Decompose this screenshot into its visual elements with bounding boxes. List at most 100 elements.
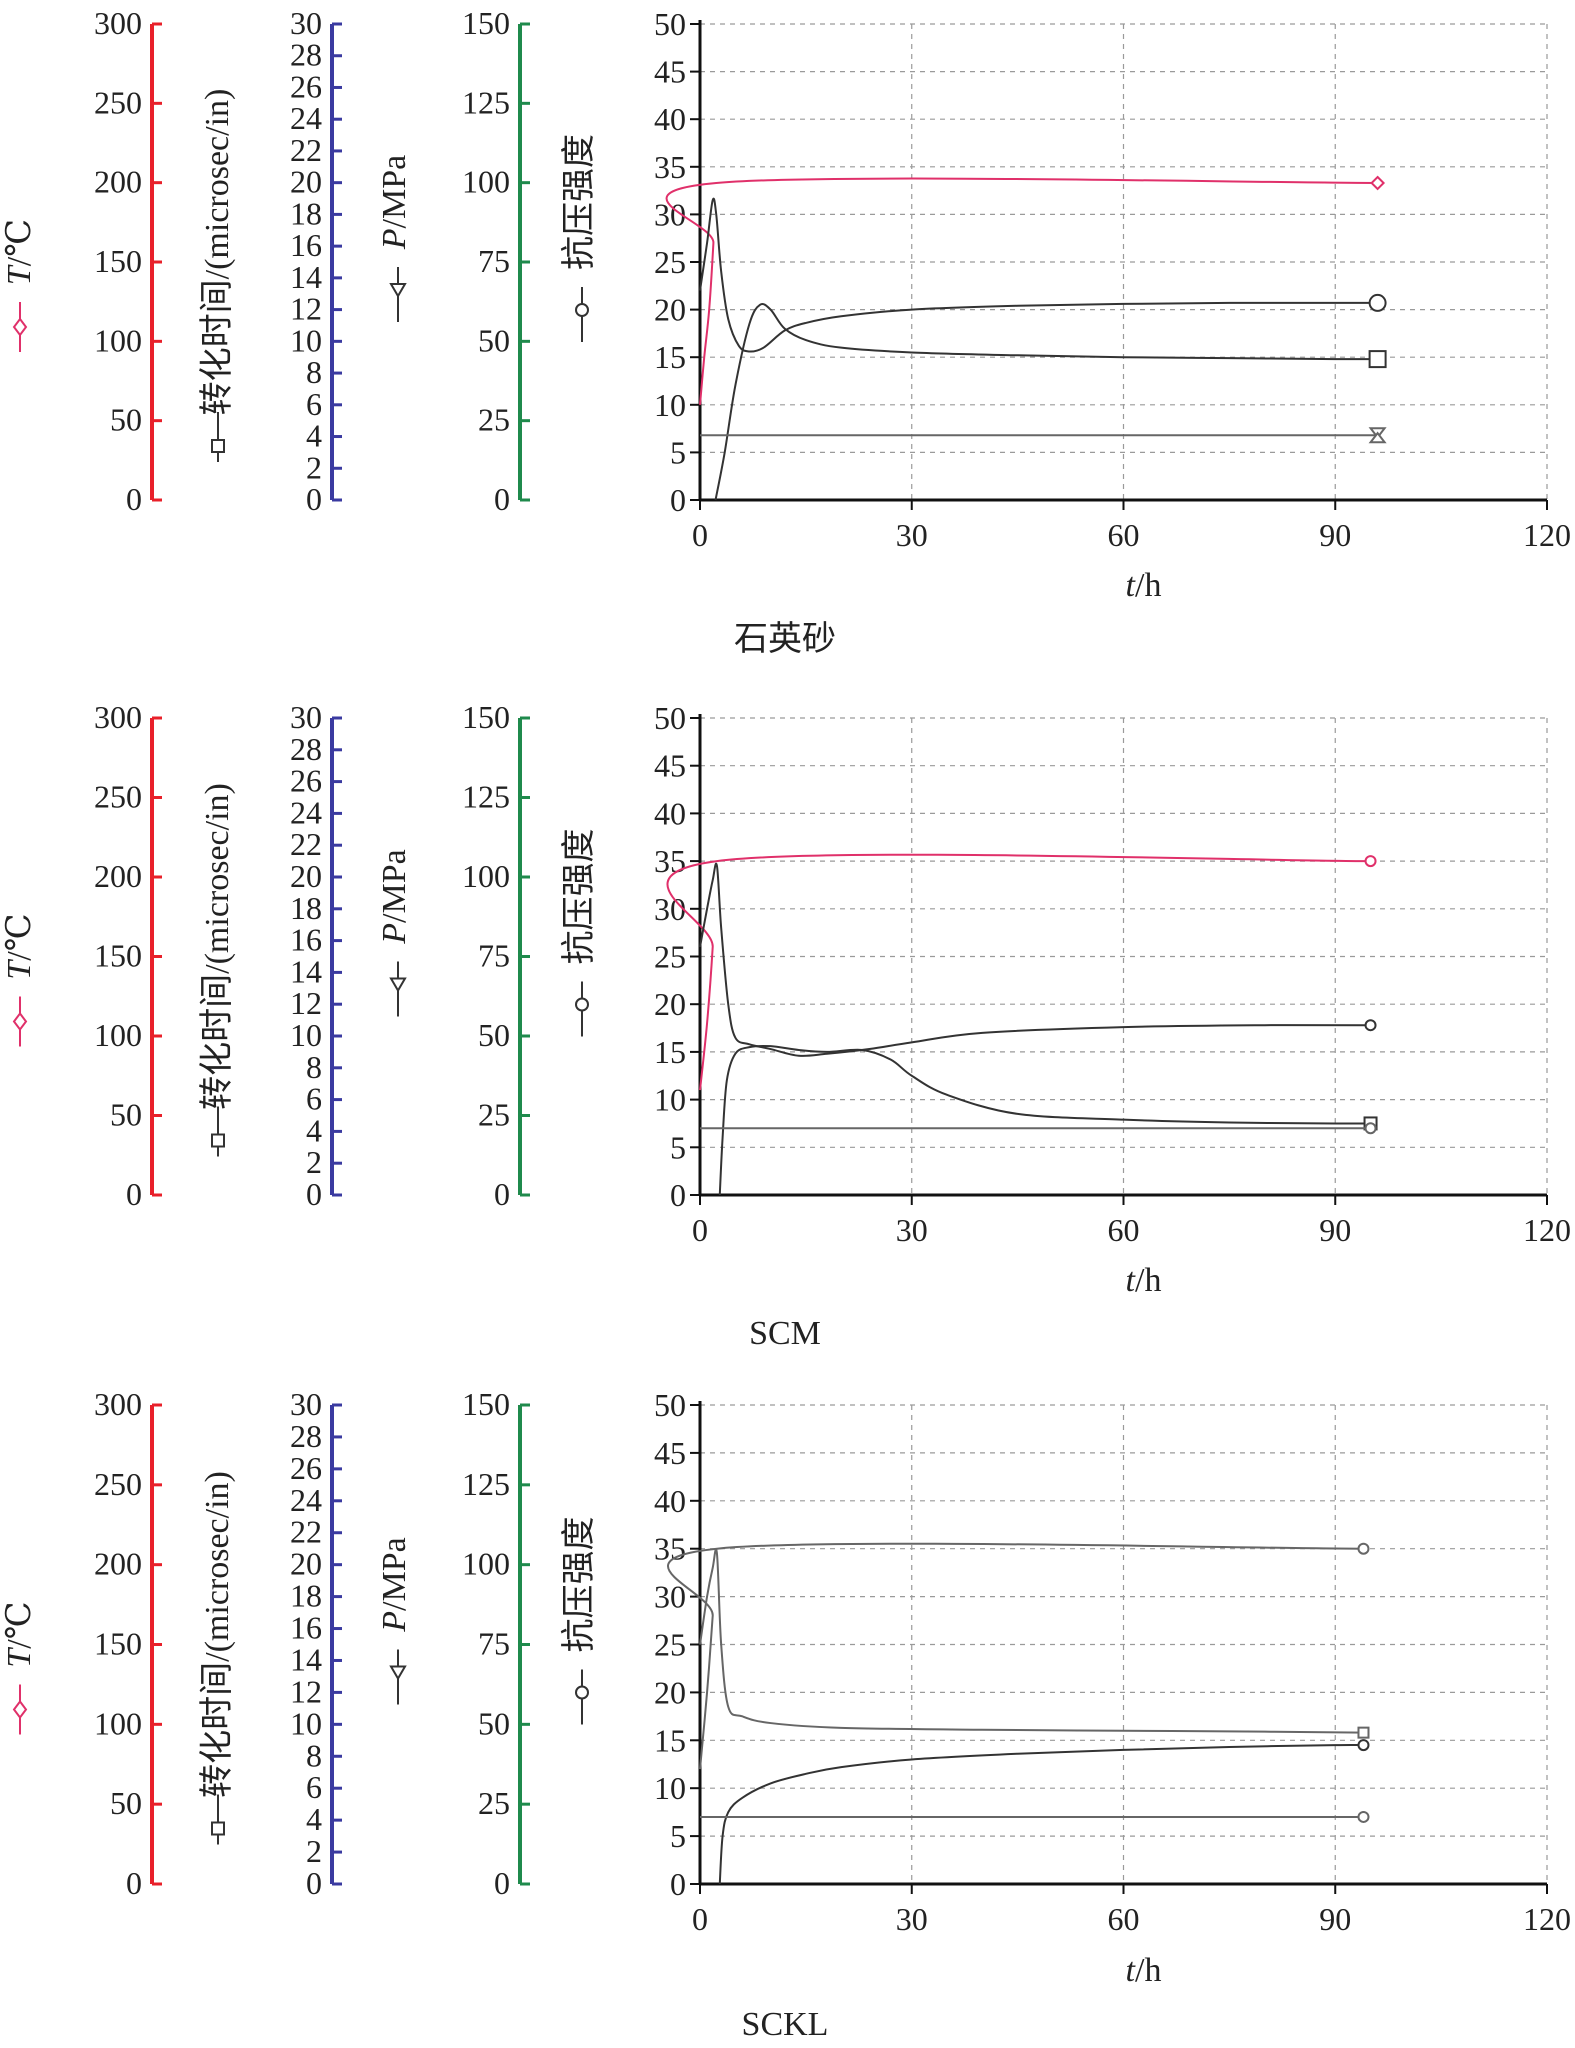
pressure-axis-tick-label: 25 — [478, 1785, 510, 1821]
temperature-axis-label-symbol: T — [1, 264, 38, 285]
pressure-axis-tick-label: 25 — [478, 1097, 510, 1133]
strength-series-line — [699, 197, 1378, 353]
pressure-axis-tick-label: 0 — [494, 481, 510, 517]
panel-caption: SCM — [749, 1315, 821, 1352]
temperature-axis-tick-label: 150 — [94, 1626, 142, 1662]
x-tick-label: 90 — [1319, 517, 1351, 553]
y-tick-label: 25 — [654, 244, 686, 280]
pressure-axis-tick-label: 0 — [494, 1176, 510, 1212]
pressure-axis-label: P/MPa — [376, 155, 413, 250]
temperature-axis-label-unit: /℃ — [1, 913, 38, 960]
pressure-axis-tick-label: 150 — [462, 699, 510, 735]
transit-time-axis-tick-label: 16 — [290, 1610, 322, 1646]
panel-3: 0501001502002503000246810121416182022242… — [1, 1386, 1571, 2043]
temperature-axis-tick-label: 250 — [94, 1466, 142, 1502]
transit-time-axis-tick-label: 10 — [290, 322, 322, 358]
y-tick-label: 20 — [654, 292, 686, 328]
temperature-axis-tick-label: 300 — [94, 1386, 142, 1422]
y-tick-label: 50 — [654, 6, 686, 42]
transit-time-axis-label: 转化时间/(microsec/in) — [198, 1471, 236, 1798]
transit-legend-marker — [211, 439, 225, 453]
temperature-axis-label-unit: /℃ — [1, 1601, 38, 1648]
y-tick-label: 0 — [670, 482, 686, 518]
y-tick-label: 0 — [670, 1177, 686, 1213]
transit-time-axis-tick-label: 24 — [290, 100, 322, 136]
transit-series-line — [718, 1743, 1364, 1885]
y-tick-label: 30 — [654, 891, 686, 927]
x-tick-label: 0 — [692, 1212, 708, 1248]
panel-caption: SCKL — [742, 2006, 829, 2043]
y-tick-label: 25 — [654, 1627, 686, 1663]
strength-axis-label: 抗压强度 — [560, 829, 598, 965]
transit-time-axis-tick-label: 30 — [290, 699, 322, 735]
x-tick-label: 90 — [1319, 1901, 1351, 1937]
transit-time-axis-tick-label: 14 — [290, 259, 322, 295]
transit-time-axis-tick-label: 26 — [290, 68, 322, 104]
strength-legend-marker — [575, 997, 589, 1012]
y-tick-label: 15 — [654, 339, 686, 375]
transit-time-axis-tick-label: 2 — [306, 449, 322, 485]
x-tick-label: 120 — [1523, 517, 1571, 553]
transit-series-end-marker — [1368, 350, 1387, 369]
strength-series-line — [699, 862, 1371, 1057]
transit-time-axis-tick-label: 24 — [290, 1482, 322, 1518]
pressure-axis-tick-label: 125 — [462, 84, 510, 120]
temperature-axis-tick-label: 200 — [94, 858, 142, 894]
transit-time-axis-tick-label: 6 — [306, 1081, 322, 1117]
temperature-axis-tick-label: 100 — [94, 322, 142, 358]
y-tick-label: 40 — [654, 1483, 686, 1519]
transit-time-axis-tick-label: 18 — [290, 890, 322, 926]
pressure-axis-label-unit: /MPa — [376, 1537, 413, 1611]
transit-time-axis-tick-label: 24 — [290, 794, 322, 830]
x-tick-label: 30 — [896, 517, 928, 553]
pressure-axis-tick-label: 150 — [462, 5, 510, 41]
temperature-axis-tick-label: 300 — [94, 5, 142, 41]
transit-time-axis-tick-label: 28 — [290, 1418, 322, 1454]
transit-series-end-marker — [1357, 1739, 1370, 1752]
y-tick-label: 35 — [654, 149, 686, 185]
transit-time-axis-tick-label: 18 — [290, 1578, 322, 1614]
x-tick-label: 60 — [1108, 1901, 1140, 1937]
y-tick-label: 45 — [654, 54, 686, 90]
transit-time-axis-tick-label: 2 — [306, 1833, 322, 1869]
transit-legend-marker — [211, 1821, 225, 1836]
pressure-series-end-marker-lower — [1368, 431, 1387, 444]
temperature-series-end-marker — [1357, 1542, 1370, 1555]
temperature-axis-tick-label: 150 — [94, 243, 142, 279]
transit-time-axis-tick-label: 16 — [290, 922, 322, 958]
x-tick-label: 120 — [1523, 1901, 1571, 1937]
pressure-axis-tick-label: 25 — [478, 402, 510, 438]
x-axis-label: t/h — [1126, 1262, 1162, 1299]
temperature-legend-marker — [12, 317, 28, 337]
pressure-axis-tick-label: 100 — [462, 1546, 510, 1582]
temperature-axis-tick-label: 0 — [126, 1176, 142, 1212]
transit-time-axis-tick-label: 6 — [306, 386, 322, 422]
x-tick-label: 60 — [1108, 1212, 1140, 1248]
transit-series-line — [718, 1044, 1371, 1196]
pressure-axis-tick-label: 75 — [478, 1626, 510, 1662]
temperature-axis-tick-label: 100 — [94, 1017, 142, 1053]
temperature-axis-label-symbol: T — [1, 1647, 38, 1668]
temperature-axis-tick-label: 300 — [94, 699, 142, 735]
y-tick-label: 45 — [654, 1435, 686, 1471]
transit-time-axis-tick-label: 22 — [290, 132, 322, 168]
pressure-axis-tick-label: 125 — [462, 779, 510, 815]
pressure-axis-label-symbol: P — [376, 1611, 413, 1633]
x-tick-label: 30 — [896, 1901, 928, 1937]
temperature-axis-tick-label: 100 — [94, 1705, 142, 1741]
temperature-axis-tick-label: 250 — [94, 84, 142, 120]
transit-time-axis-tick-label: 12 — [290, 291, 322, 327]
temperature-legend-marker — [12, 1699, 28, 1720]
transit-time-axis-tick-label: 12 — [290, 985, 322, 1021]
transit-time-axis-tick-label: 6 — [306, 1769, 322, 1805]
strength-series-end-marker — [1357, 1726, 1370, 1739]
transit-time-axis-tick-label: 14 — [290, 953, 322, 989]
transit-time-axis-tick-label: 20 — [290, 1546, 322, 1582]
transit-time-axis-tick-label: 12 — [290, 1673, 322, 1709]
x-axis-label: t/h — [1126, 1952, 1162, 1989]
transit-time-axis-tick-label: 10 — [290, 1017, 322, 1053]
transit-time-axis-tick-label: 26 — [290, 1450, 322, 1486]
x-axis-label-symbol: t — [1126, 1952, 1137, 1989]
temperature-legend-marker — [12, 1011, 28, 1032]
transit-time-axis-tick-label: 8 — [306, 1049, 322, 1085]
